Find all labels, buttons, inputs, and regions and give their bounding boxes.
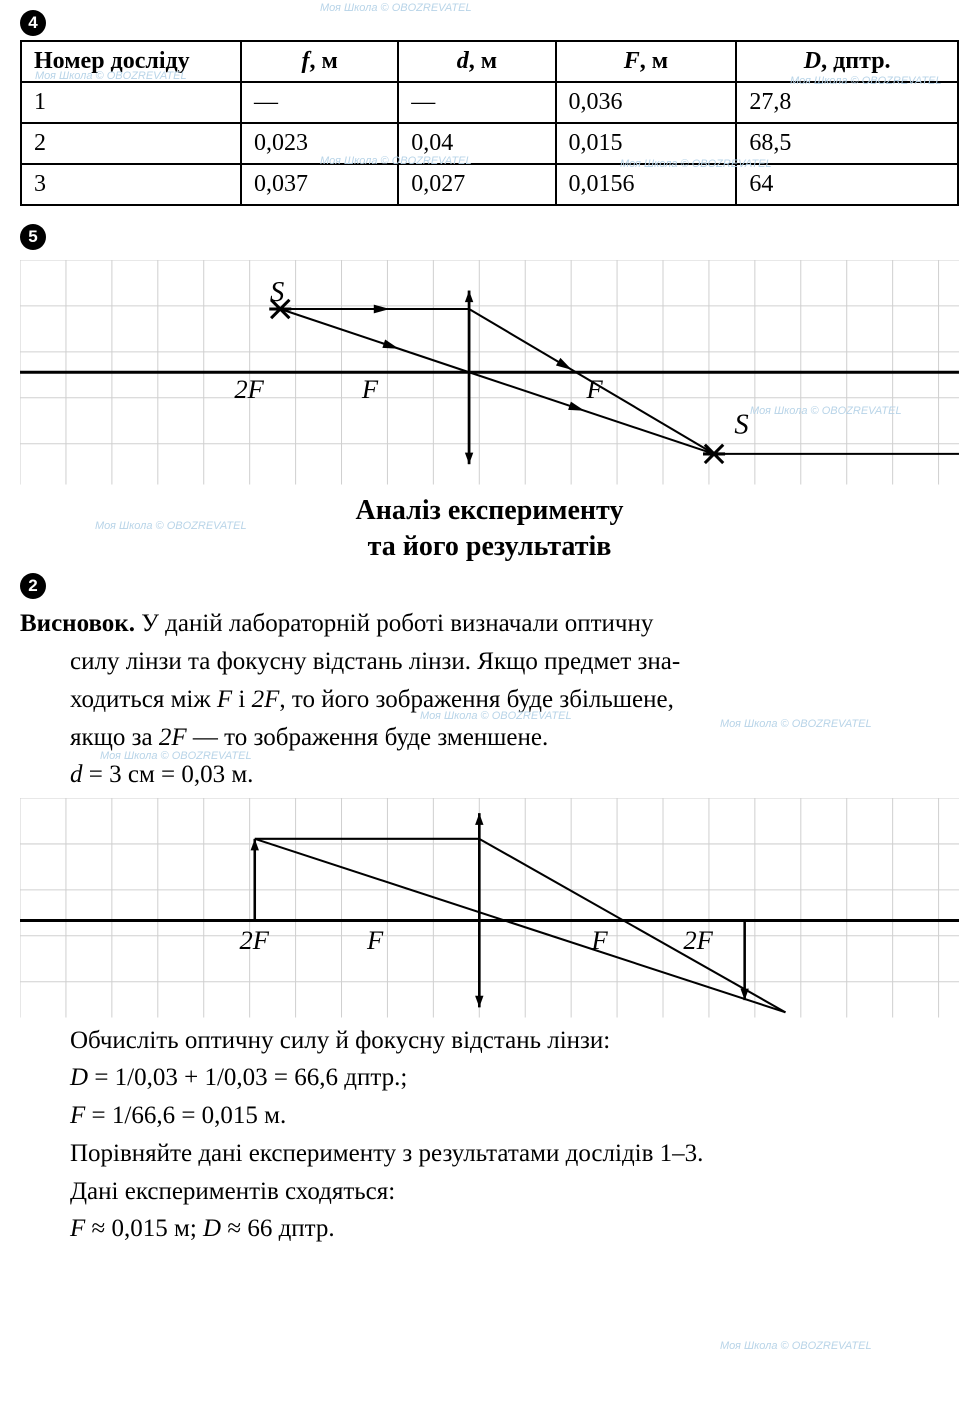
table-cell: 0,0156 <box>556 164 737 205</box>
table-cell: 0,037 <box>241 164 398 205</box>
watermark: Моя Школа © OBOZREVATEL <box>720 1340 872 1352</box>
svg-text:F: F <box>366 925 384 955</box>
table-cell: 0,015 <box>556 123 737 164</box>
ray-diagram-1: S 2F F F S <box>20 260 959 485</box>
table-cell: 0,023 <box>241 123 398 164</box>
table-cell: 27,8 <box>736 82 958 123</box>
table-cell: — <box>398 82 555 123</box>
svg-text:S: S <box>270 277 284 308</box>
table-cell: 3 <box>21 164 241 205</box>
table-cell: 0,04 <box>398 123 555 164</box>
table-row: 30,0370,0270,015664 <box>21 164 958 205</box>
table-header: d, м <box>398 41 555 82</box>
svg-text:F: F <box>585 374 603 404</box>
conclusion-t1: У даній лабораторній роботі визначали оп… <box>135 610 653 637</box>
table-header: Номер досліду <box>21 41 241 82</box>
svg-text:2F: 2F <box>683 925 713 955</box>
watermark: Моя Школа © OBOZREVATEL <box>320 2 472 14</box>
table-cell: 64 <box>736 164 958 205</box>
table-cell: 2 <box>21 123 241 164</box>
bullet-2: 2 <box>20 573 46 599</box>
conclusion-line2: силу лінзи та фокусну відстань лінзи. Як… <box>20 645 959 679</box>
table-header: D, дптр. <box>736 41 958 82</box>
conclusion-paragraph: Висновок. У даній лабораторній роботі ви… <box>20 607 959 641</box>
svg-text:2F: 2F <box>239 925 269 955</box>
section-heading: Аналіз експерименту та його результатів <box>20 493 959 566</box>
conclusion-line3: ходиться між F і 2F, то його зображення … <box>20 683 959 717</box>
calc-line2: D = 1/0,03 + 1/0,03 = 66,6 дптр.; <box>20 1061 959 1095</box>
table-cell: 0,027 <box>398 164 555 205</box>
conclusion-line5: d = 3 см = 0,03 м. <box>20 758 959 792</box>
table-cell: 1 <box>21 82 241 123</box>
svg-text:S: S <box>734 410 748 441</box>
svg-text:F: F <box>361 374 379 404</box>
bullet-5: 5 <box>20 224 46 250</box>
svg-text:2F: 2F <box>234 374 264 404</box>
calc-line5: Дані експериментів сходяться: <box>20 1175 959 1209</box>
ray-diagram-2: 2F F F 2F <box>20 798 959 1017</box>
table-header: f, м <box>241 41 398 82</box>
heading-line-2: та його результатів <box>368 531 612 562</box>
calc-line3: F = 1/66,6 = 0,015 м. <box>20 1099 959 1133</box>
conclusion-label: Висновок. <box>20 610 135 637</box>
calc-line4: Порівняйте дані експерименту з результат… <box>20 1137 959 1171</box>
table-row: 20,0230,040,01568,5 <box>21 123 958 164</box>
calc-line1: Обчисліть оптичну силу й фокусну відстан… <box>20 1024 959 1058</box>
bullet-4: 4 <box>20 10 46 36</box>
table-cell: — <box>241 82 398 123</box>
table-header: F, м <box>556 41 737 82</box>
calc-line6: F ≈ 0,015 м; D ≈ 66 дптр. <box>20 1212 959 1246</box>
table-cell: 0,036 <box>556 82 737 123</box>
svg-text:F: F <box>591 925 609 955</box>
table-row: 1——0,03627,8 <box>21 82 958 123</box>
table-cell: 68,5 <box>736 123 958 164</box>
experiment-table: Номер дослідуf, мd, мF, мD, дптр. 1——0,0… <box>20 40 959 206</box>
heading-line-1: Аналіз експерименту <box>356 495 624 526</box>
conclusion-line4: якщо за 2F — то зображення буде зменшене… <box>20 721 959 755</box>
